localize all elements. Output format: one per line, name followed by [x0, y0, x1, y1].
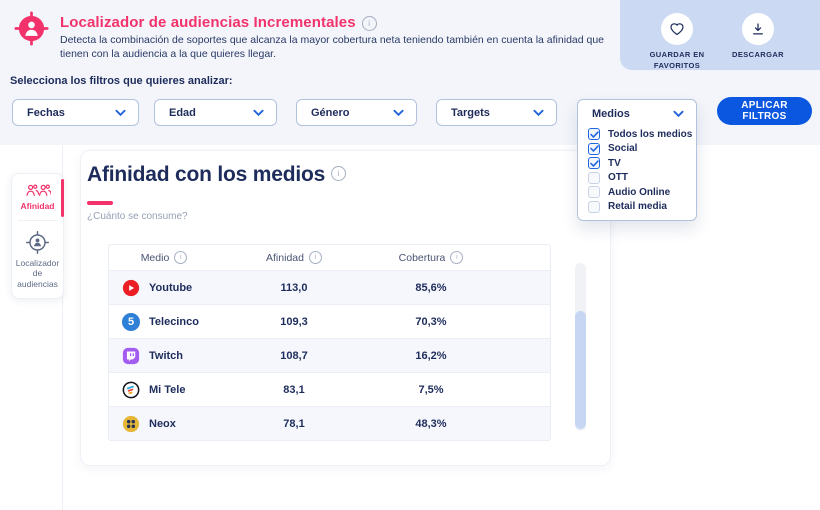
info-icon[interactable]: i [174, 251, 188, 264]
medios-option-audio-online[interactable]: Audio Online [578, 185, 696, 200]
sidebar-item-afinidad[interactable]: Afinidad [12, 174, 64, 220]
sidebar-item-label: Localizador de audiencias [15, 257, 60, 289]
save-favorites-label: GUARDAR EN FAVORITOS [649, 50, 705, 71]
filter-dropdown-edad[interactable]: Edad [154, 99, 277, 126]
chevron-down-icon [673, 110, 684, 117]
save-favorites-button[interactable]: GUARDAR EN FAVORITOS [635, 13, 719, 72]
download-label: DESCARGAR [732, 50, 784, 59]
page-title: Localizador de audiencias Incrementales [60, 13, 356, 31]
medios-option-retail-media[interactable]: Retail media [578, 200, 696, 215]
info-icon[interactable]: i [331, 166, 347, 181]
chevron-down-icon [393, 109, 404, 116]
apply-filters-button[interactable]: APLICAR FILTROS [717, 97, 812, 125]
header-actions-panel: GUARDAR EN FAVORITOS DESCARGAR [620, 0, 820, 70]
table-row-neox[interactable]: Neox 78,1 48,3% [109, 406, 550, 440]
page-subtitle: Detecta la combinación de soportes que a… [60, 34, 605, 61]
checkbox-icon[interactable] [588, 171, 600, 184]
table-row-telecinco[interactable]: 5 Telecinco 109,3 70,3% [109, 304, 550, 338]
filter-dropdown-fechas[interactable]: Fechas [12, 99, 139, 126]
table-row-mitele[interactable]: Mi Tele 83,1 7,5% [109, 372, 550, 406]
sidebar-divider [18, 219, 57, 221]
people-group-icon [25, 184, 51, 196]
checkbox-icon[interactable] [588, 200, 600, 213]
youtube-icon [122, 279, 140, 297]
filter-dropdown-targets[interactable]: Targets [436, 99, 557, 126]
chevron-down-icon [253, 109, 264, 116]
affinity-card: Afinidad con los medios i ¿Cuánto se con… [80, 150, 611, 466]
title-accent-bar [87, 201, 113, 205]
checkbox-icon[interactable] [588, 142, 600, 155]
filter-dropdown-label: Edad [169, 106, 196, 119]
mitele-icon [122, 381, 140, 399]
twitch-icon [122, 347, 140, 365]
filter-dropdown-label: Género [311, 106, 350, 119]
table-row-twitch[interactable]: Twitch 108,7 16,2% [109, 338, 550, 372]
table-scrollbar-thumb[interactable] [575, 311, 586, 429]
sidebar-item-label: Afinidad [20, 201, 55, 211]
info-icon[interactable]: i [308, 251, 322, 264]
chevron-down-icon [533, 109, 544, 116]
audience-locator-logo-icon [14, 11, 49, 46]
table-header-row: Medio i Afinidad i Cobertura i [109, 245, 550, 270]
chevron-down-icon [115, 109, 126, 116]
info-icon[interactable]: i [361, 16, 377, 31]
table-scrollbar-track[interactable] [575, 263, 586, 431]
column-header-afinidad: Afinidad i [219, 251, 369, 264]
medios-option-todos[interactable]: Todos los medios [578, 127, 696, 142]
medios-option-ott[interactable]: OTT [578, 171, 696, 186]
download-icon [742, 13, 774, 45]
sidebar: Afinidad Localizador de audiencias [11, 173, 64, 299]
medios-option-social[interactable]: Social [578, 142, 696, 157]
filter-dropdown-genero[interactable]: Género [296, 99, 417, 126]
info-icon[interactable]: i [450, 251, 464, 264]
download-button[interactable]: DESCARGAR [716, 13, 800, 60]
header: Localizador de audiencias Incrementales … [0, 0, 820, 145]
filter-dropdown-label: Targets [451, 106, 490, 119]
neox-icon [122, 415, 140, 433]
checkbox-icon[interactable] [588, 128, 600, 141]
filter-dropdown-label: Medios [592, 107, 630, 120]
medios-option-tv[interactable]: TV [578, 156, 696, 171]
section-title: Afinidad con los medios [87, 163, 326, 186]
audience-locator-icon [26, 230, 49, 254]
sidebar-item-localizador[interactable]: Localizador de audiencias [12, 221, 63, 298]
section-subtitle: ¿Cuánto se consume? [87, 211, 188, 222]
checkbox-icon[interactable] [588, 157, 600, 170]
affinity-table: Medio i Afinidad i Cobertura i [108, 244, 551, 441]
filter-dropdown-label: Fechas [27, 106, 65, 119]
column-header-cobertura: Cobertura i [369, 251, 493, 264]
checkbox-icon[interactable] [588, 186, 600, 199]
telecinco-icon: 5 [122, 312, 140, 331]
filter-dropdown-medios[interactable]: Medios [578, 100, 696, 127]
heart-icon [661, 13, 693, 45]
table-row-youtube[interactable]: Youtube 113,0 85,6% [109, 270, 550, 304]
filters-section-label: Selecciona los filtros que quieres anali… [10, 75, 233, 87]
filter-dropdown-medios-open: Medios Todos los medios Social TV OTT Au… [577, 99, 697, 221]
column-header-medio: Medio i [109, 251, 219, 264]
